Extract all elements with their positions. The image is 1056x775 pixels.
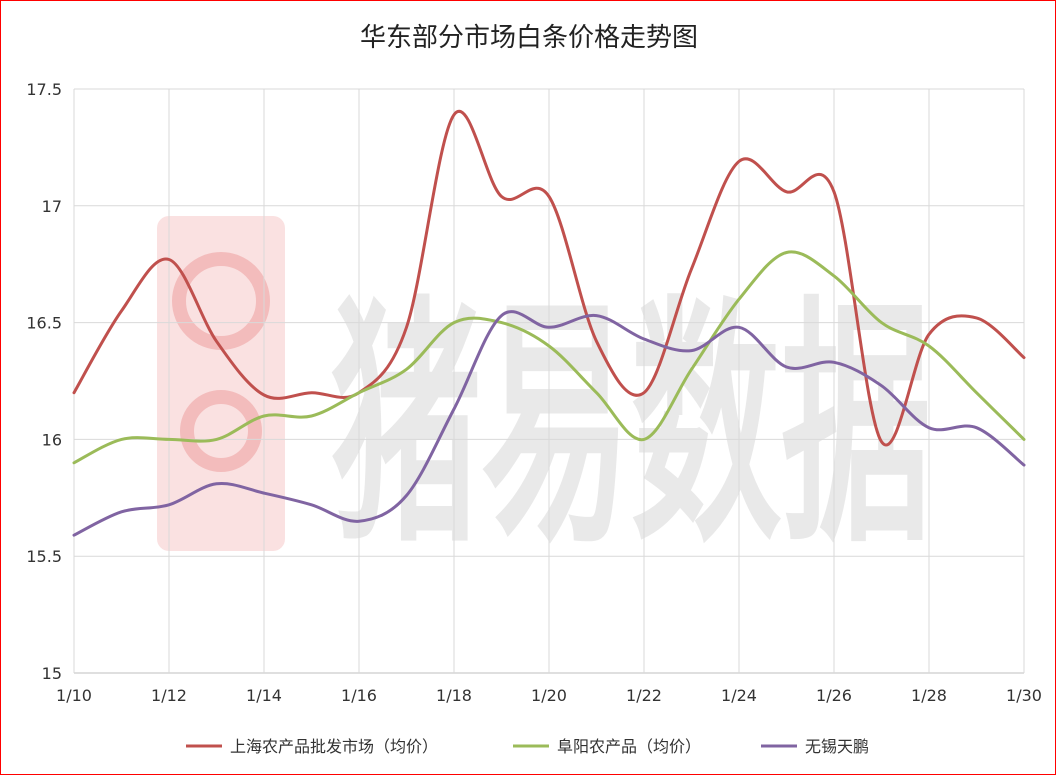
legend-label: 无锡天鹏	[805, 737, 869, 756]
x-tick-label: 1/10	[56, 686, 92, 705]
x-tick-label: 1/20	[531, 686, 567, 705]
watermark-text: 猪易数据	[331, 276, 931, 578]
x-tick-label: 1/12	[151, 686, 187, 705]
series-line-fuyang	[72, 250, 1026, 465]
chart-title: 华东部分市场白条价格走势图	[360, 23, 698, 53]
y-tick-label: 16.5	[26, 314, 62, 333]
legend-label: 上海农产品批发市场（均价）	[230, 737, 438, 756]
watermark-logo-box	[157, 216, 285, 551]
y-tick-label: 15.5	[26, 547, 62, 566]
x-tick-label: 1/30	[1006, 686, 1042, 705]
y-tick-label: 15	[42, 664, 62, 683]
x-tick-label: 1/18	[436, 686, 472, 705]
legend: 上海农产品批发市场（均价） 阜阳农产品（均价） 无锡天鹏	[186, 737, 869, 756]
series-lines	[72, 109, 1026, 537]
x-tick-label: 1/14	[246, 686, 282, 705]
watermark-logo-ring	[172, 252, 270, 350]
x-tick-label: 1/22	[626, 686, 662, 705]
x-tick-label: 1/26	[816, 686, 852, 705]
x-tick-label: 1/28	[911, 686, 947, 705]
x-tick-label: 1/24	[721, 686, 757, 705]
x-axis-labels: 1/10 1/12 1/14 1/16 1/18 1/20 1/22 1/24 1/26 1/28…	[56, 686, 1042, 705]
y-tick-label: 16	[42, 430, 62, 449]
watermark-logo-dot	[180, 390, 262, 472]
x-tick-label: 1/16	[341, 686, 377, 705]
y-tick-label: 17.5	[26, 80, 62, 99]
series-line-wuxi-tianpeng	[72, 310, 1026, 537]
gridlines	[73, 88, 1025, 674]
y-axis-labels: 15 15.5 16 16.5 17 17.5	[26, 80, 62, 683]
watermark: 猪易数据	[157, 216, 931, 578]
legend-label: 阜阳农产品（均价）	[557, 737, 701, 756]
y-tick-label: 17	[42, 197, 62, 216]
